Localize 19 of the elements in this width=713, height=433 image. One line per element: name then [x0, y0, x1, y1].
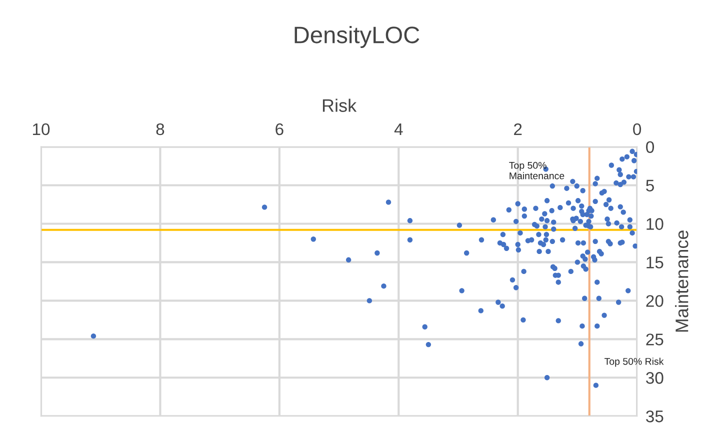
x-tick-label: 0 — [633, 123, 642, 136]
annotation: Top 50% Risk — [604, 358, 664, 367]
x-tick-label: 6 — [276, 123, 284, 136]
y-tick-label: 0 — [646, 141, 654, 153]
annotation: Top 50% Maintenance — [509, 162, 564, 180]
y-tick-label: 15 — [646, 256, 664, 268]
y-tick-label: 20 — [646, 295, 664, 307]
x-tick-label: 2 — [514, 123, 522, 135]
x-tick-label: 4 — [394, 124, 403, 135]
y-tick-label: 5 — [646, 180, 654, 192]
y-tick-label: 10 — [646, 218, 664, 230]
x-tick-label: 8 — [156, 123, 164, 136]
x-axis-title: Risk — [322, 98, 357, 112]
chart-title: DensityLOC — [294, 26, 420, 48]
y-tick-label: 30 — [646, 372, 664, 384]
y-tick-label: 35 — [646, 410, 664, 422]
x-tick-label: 10 — [33, 123, 50, 136]
y-tick-label: 25 — [646, 334, 664, 346]
y-axis-title: Maintenance — [675, 230, 688, 332]
